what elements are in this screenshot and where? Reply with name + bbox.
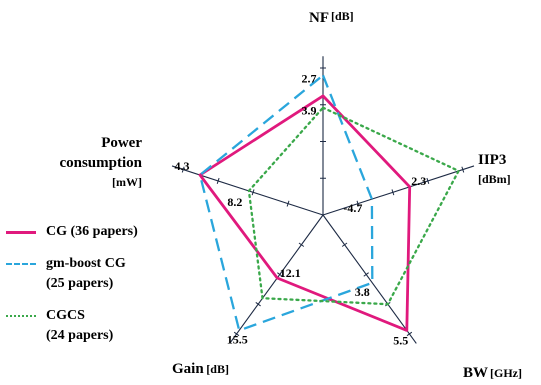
tick-label-power-consumption-2: 8.2 [227,195,242,209]
tick-label-nf-1: 2.7 [302,71,317,85]
legend-swatch-cg-36-papers [6,231,36,234]
tick-label-nf-2: 3.9 [302,104,317,118]
axis-tick-bw-4 [406,331,413,337]
legend-swatch-gm-boost-cg-25-papers [6,263,36,265]
legend: CG (36 papers) gm-boost CG (25 papers) CGCS… [4,222,174,358]
axis-unit-iip3: [dBm] [478,172,511,186]
axis-tick-gain-3 [255,302,261,307]
axis-tick-iip3-3 [426,177,430,184]
axis-label-power-consumption-line-1: Power [101,135,142,151]
axis-tick-gain-2 [277,272,283,277]
axis-tick-gain-4 [233,331,240,337]
tick-labels-layer: 2.7 3.9 -4.7 2.3 3.8 5.5 12.1 15.5 4.3 8.2 [175,71,427,347]
series-polygon-cgcs-24-papers [247,106,460,306]
tick-label-iip3-1: -4.7 [343,201,362,215]
legend-item-cg-36-papers: CG (36 papers) [4,222,174,254]
axis-line-bw [322,214,417,344]
axis-label-bw: BW [463,365,488,381]
axis-label-gain: Gain [172,361,204,377]
axis-unit-gain: [dB] [206,362,229,376]
axis-tick-iip3-1 [356,200,360,207]
legend-swatch-cgcs-24-papers [6,315,36,317]
axis-label-power-consumption-line-2: consumption [59,155,142,171]
axis-line-iip3 [322,165,475,216]
axis-tick-bw-2 [363,272,369,277]
axis-tick-power-consumption-2 [251,189,255,196]
series-polygon-cg-36-papers [198,94,412,332]
legend-label-line-1: CG (36 papers) [46,224,138,239]
legend-item-gm-boost-cg-25-papers: gm-boost CG (25 papers) [4,254,174,306]
axis-tick-iip3-4 [461,166,465,173]
tick-label-gain-2: 15.5 [227,332,248,346]
tick-label-gain-1: 12.1 [280,266,301,280]
axis-tick-power-consumption-3 [216,177,220,184]
tick-label-bw-1: 3.8 [355,285,370,299]
axis-line-gain [229,214,324,344]
axis-line-power-consumption [171,165,324,216]
axis-tick-bw-1 [341,242,348,247]
axis-labels-layer: NF [dB]IIP3[dBm]BW [GHz]Gain [dB]Powerconsu… [59,9,522,381]
axis-tick-iip3-2 [391,189,395,196]
axis-unit-nf: [dB] [331,9,354,23]
tick-label-bw-2: 5.5 [393,333,408,347]
legend-label-cg-36-papers: CG (36 papers) [46,222,138,242]
axis-unit-bw: [GHz] [490,366,522,380]
legend-label-cgcs-24-papers: CGCS (24 papers) [46,306,113,346]
series-polygon-gm-boost-cg-25-papers [198,74,374,332]
tick-label-power-consumption-1: 4.3 [175,159,190,173]
axis-tick-gain-1 [298,242,305,247]
axis-label-iip3: IIP3 [478,152,506,168]
series-layer [198,74,460,332]
legend-label-line-2: (24 papers) [46,328,114,343]
legend-label-line-1: gm-boost CG [46,256,126,271]
axis-label-nf: NF [309,10,329,26]
legend-label-line-1: CGCS [46,308,85,323]
tick-label-iip3-2: 2.3 [411,174,426,188]
axis-tick-power-consumption-1 [286,200,290,207]
axes-layer [171,56,475,344]
axis-unit-power-consumption: [mW] [112,175,142,189]
axis-tick-power-consumption-4 [181,166,185,173]
legend-item-cgcs-24-papers: CGCS (24 papers) [4,306,174,358]
legend-label-gm-boost-cg-25-papers: gm-boost CG (25 papers) [46,254,126,294]
legend-label-line-2: (25 papers) [46,276,114,291]
